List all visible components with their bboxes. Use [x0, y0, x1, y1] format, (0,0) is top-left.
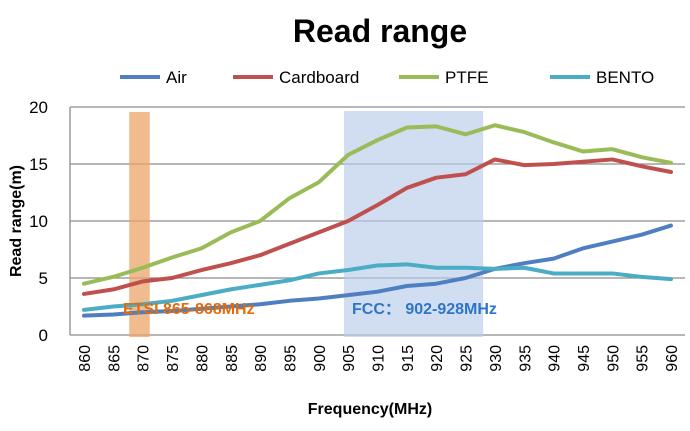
y-tick-labels: 0 5 10 15 20	[29, 98, 48, 345]
series-line-ptfe	[82, 123, 673, 286]
x-tick-label: 890	[253, 345, 270, 372]
band-labels: ETSI 865-868MHz FCC： 902-928MHz	[123, 301, 497, 318]
y-tick-label: 10	[29, 212, 48, 231]
legend-label: Air	[166, 68, 187, 87]
x-tick-label: 900	[312, 345, 329, 372]
x-tick-label: 875	[165, 345, 182, 372]
band-label: ETSI 865-868MHz	[123, 301, 255, 318]
x-tick-label: 920	[429, 345, 446, 372]
x-tick-label: 880	[194, 345, 211, 372]
x-tick-label: 870	[136, 345, 153, 372]
legend-label: Cardboard	[279, 68, 359, 87]
y-tick-label: 15	[29, 155, 48, 174]
x-tick-label: 860	[77, 345, 94, 372]
legend-label: PTFE	[445, 68, 488, 87]
legend-label: BENTO	[596, 68, 654, 87]
series-line-air	[82, 223, 673, 318]
chart-title: Read range	[293, 13, 467, 49]
x-tick-label: 945	[576, 345, 593, 372]
y-tick-label: 20	[29, 98, 48, 117]
x-tick-label: 925	[459, 345, 476, 372]
x-tick-label: 960	[664, 345, 681, 372]
y-tick-label: 5	[39, 269, 48, 288]
y-axis-label: Read range(m)	[8, 165, 25, 277]
x-axis-label: Frequency(MHz)	[308, 401, 432, 418]
frequency-bands	[129, 111, 484, 337]
legend: Air Cardboard PTFE BENTO	[120, 68, 654, 87]
x-tick-label: 930	[488, 345, 505, 372]
y-tick-label: 0	[39, 326, 48, 345]
x-tick-label: 865	[106, 345, 123, 372]
band-label: FCC： 902-928MHz	[352, 301, 497, 318]
x-tick-label: 935	[517, 345, 534, 372]
x-tick-labels: 860 865 870 875 880 885 890 895 900 905 910 915 920 9…	[77, 345, 681, 372]
series-line-cardboard	[82, 157, 673, 296]
x-tick-label: 905	[341, 345, 358, 372]
series-lines	[82, 123, 673, 318]
x-tick-label: 950	[605, 345, 622, 372]
x-tick-label: 940	[547, 345, 564, 372]
x-tick-label: 915	[400, 345, 417, 372]
x-tick-label: 895	[282, 345, 299, 372]
x-tick-label: 955	[635, 345, 652, 372]
band-1	[344, 111, 484, 337]
x-tick-label: 885	[224, 345, 241, 372]
series-line-bento	[82, 262, 673, 312]
x-tick-label: 910	[371, 345, 388, 372]
